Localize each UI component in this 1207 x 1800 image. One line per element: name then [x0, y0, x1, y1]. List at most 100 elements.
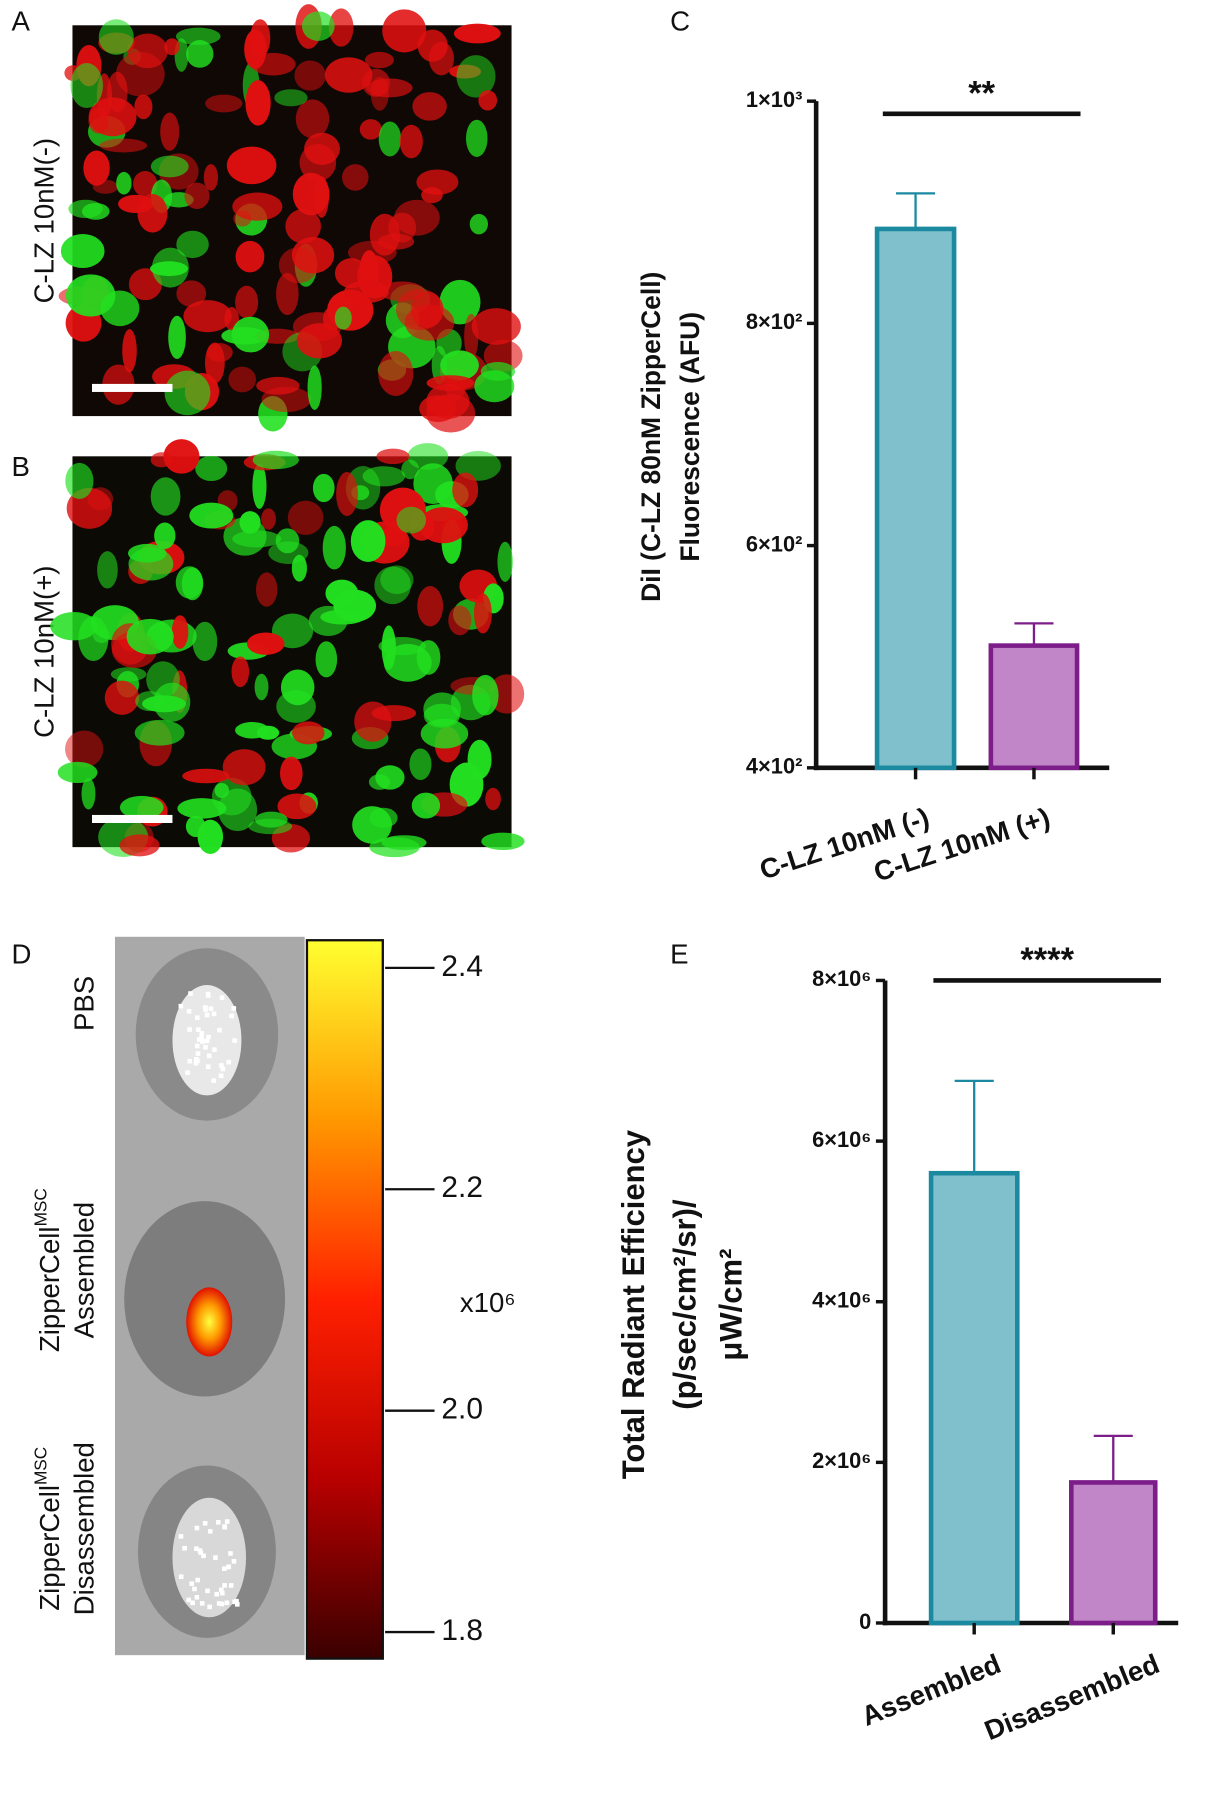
- cell: [488, 674, 525, 714]
- cell: [350, 520, 386, 563]
- cell: [343, 280, 389, 304]
- cell: [83, 150, 110, 186]
- speckle: [226, 1564, 231, 1570]
- speckle: [193, 1060, 199, 1066]
- cell: [423, 692, 462, 726]
- cell: [231, 316, 270, 353]
- speckle: [228, 1551, 233, 1556]
- tissue: [172, 1497, 247, 1618]
- speckle: [216, 1520, 221, 1525]
- cell: [182, 768, 230, 784]
- cell: [473, 593, 492, 634]
- cell: [134, 94, 153, 120]
- cell: [417, 586, 444, 627]
- speckle: [199, 1030, 205, 1036]
- cell: [478, 90, 498, 111]
- cell: [381, 835, 427, 851]
- y-tick-label: 6×10⁶: [812, 1127, 871, 1152]
- cell: [195, 455, 228, 482]
- speckle: [207, 1604, 212, 1610]
- cell: [189, 502, 234, 529]
- cell: [65, 274, 116, 317]
- cell: [235, 285, 259, 319]
- speckle: [224, 1519, 230, 1524]
- speckle: [195, 1015, 200, 1020]
- cell: [245, 80, 271, 126]
- cell: [276, 272, 299, 316]
- cell: [301, 11, 335, 41]
- cell: [246, 632, 285, 655]
- cell: [250, 52, 296, 76]
- cell: [70, 63, 103, 109]
- panel-label: C: [670, 5, 690, 36]
- speckle: [178, 1003, 184, 1009]
- cell: [333, 589, 377, 622]
- y-axis-label: (p/sec/cm²/sr)/: [668, 1199, 703, 1410]
- cell: [280, 669, 315, 706]
- cell: [205, 94, 243, 113]
- cell: [334, 258, 368, 289]
- speckle: [194, 1525, 200, 1531]
- cell: [175, 27, 221, 46]
- y-axis-label: Fluorescence (AFU): [675, 312, 705, 562]
- speckle: [204, 1038, 210, 1044]
- speckle: [199, 1601, 205, 1606]
- cell: [378, 121, 402, 157]
- cell: [177, 798, 227, 819]
- cell: [154, 522, 176, 549]
- cell: [480, 361, 516, 381]
- cell: [92, 179, 119, 194]
- cell: [274, 89, 308, 107]
- speckle: [205, 1588, 210, 1594]
- colorbar-unit: x10⁶: [460, 1287, 516, 1318]
- cell: [467, 739, 492, 780]
- speckle: [203, 1007, 208, 1012]
- cell: [287, 500, 324, 535]
- speckle: [219, 1063, 224, 1068]
- cell: [254, 673, 269, 701]
- cell: [295, 99, 330, 139]
- sample-label: PBS: [69, 976, 100, 1031]
- cell: [153, 682, 191, 722]
- cell: [417, 29, 448, 62]
- cell: [127, 543, 167, 563]
- cell: [378, 351, 414, 396]
- cell: [278, 247, 319, 284]
- cell: [369, 807, 398, 828]
- cell: [469, 213, 488, 235]
- cell: [218, 788, 258, 832]
- panel-label: E: [670, 939, 688, 970]
- y-tick-label: 4×10⁶: [812, 1287, 871, 1312]
- cell: [203, 164, 219, 191]
- cell: [364, 51, 394, 69]
- cell: [163, 439, 200, 474]
- cell: [168, 315, 186, 359]
- micrograph: [58, 4, 523, 433]
- speckle: [213, 1555, 218, 1560]
- cell: [150, 155, 189, 178]
- cell: [497, 541, 513, 582]
- cell: [304, 132, 340, 166]
- cell: [336, 471, 358, 517]
- cell: [464, 313, 479, 360]
- cell: [416, 169, 459, 195]
- scale-bar: [92, 383, 173, 392]
- speckle: [211, 1078, 217, 1083]
- sample-label-name: ZipperCell: [34, 1226, 65, 1352]
- cell: [60, 234, 105, 268]
- sample-label: ZipperCellMSC: [30, 1188, 65, 1352]
- cell: [324, 57, 373, 93]
- cell: [261, 508, 276, 530]
- cell: [87, 487, 114, 511]
- cell: [197, 819, 224, 854]
- cell: [239, 511, 261, 534]
- cell: [481, 832, 525, 851]
- panel-label: D: [12, 939, 32, 970]
- speckle: [231, 1006, 237, 1011]
- cell: [419, 395, 457, 423]
- cell: [412, 92, 447, 121]
- sample-label-sup: MSC: [30, 1188, 50, 1226]
- cell: [252, 463, 267, 509]
- cell: [104, 680, 140, 715]
- speckle: [195, 1051, 201, 1056]
